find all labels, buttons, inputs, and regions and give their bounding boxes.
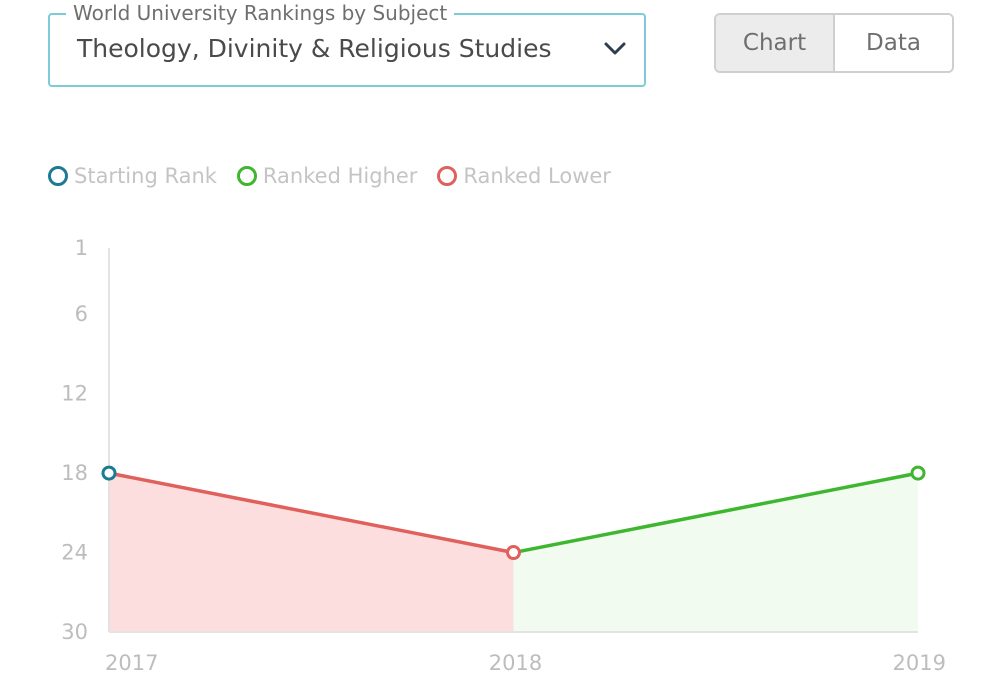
subject-select-label: World University Rankings by Subject [66,1,455,25]
legend-item-ranked-higher[interactable]: Ranked Higher [236,164,418,188]
legend-item-starting-rank[interactable]: Starting Rank [48,164,217,188]
y-tick-label-1: 1 [75,236,88,260]
legend-label-ranked-lower: Ranked Lower [463,164,611,188]
data-point-2019 [910,465,926,481]
legend-marker-ranked-higher [236,166,257,186]
area-segment-2017-2018 [109,473,514,632]
legend-label-ranked-higher: Ranked Higher [262,164,418,188]
data-point-2018 [506,545,521,561]
area-segment-2018-2019 [513,473,918,632]
y-tick-label-12: 12 [61,382,88,406]
chevron-down-icon[interactable] [603,41,627,57]
line-segment-2018-2019 [511,471,920,555]
y-tick-label-18: 18 [61,461,88,485]
subject-select-value: Theology, Divinity & Religious Studies [77,34,552,63]
subject-select[interactable]: World University Rankings by Subject The… [48,1,646,87]
x-tick-label-2017: 2017 [105,651,158,675]
chart-view-button[interactable]: Chart [716,15,835,71]
data-view-button[interactable]: Data [835,15,952,71]
y-tick-label-24: 24 [61,541,88,565]
y-tick-label-30: 30 [61,620,88,644]
x-tick-label-2018: 2018 [489,651,542,675]
line-segment-2017-2018 [107,471,516,555]
x-tick-label-2019: 2019 [893,651,946,675]
chart-legend: Starting Rank Ranked Higher Ranked Lower [48,160,631,192]
y-tick-label-6: 6 [75,302,88,326]
legend-label-starting-rank: Starting Rank [74,164,217,188]
legend-item-ranked-lower[interactable]: Ranked Lower [437,164,611,188]
legend-marker-starting-rank [48,166,68,186]
legend-marker-ranked-lower [437,166,458,186]
view-toggle: Chart Data [714,13,954,73]
data-point-2017 [101,465,117,481]
